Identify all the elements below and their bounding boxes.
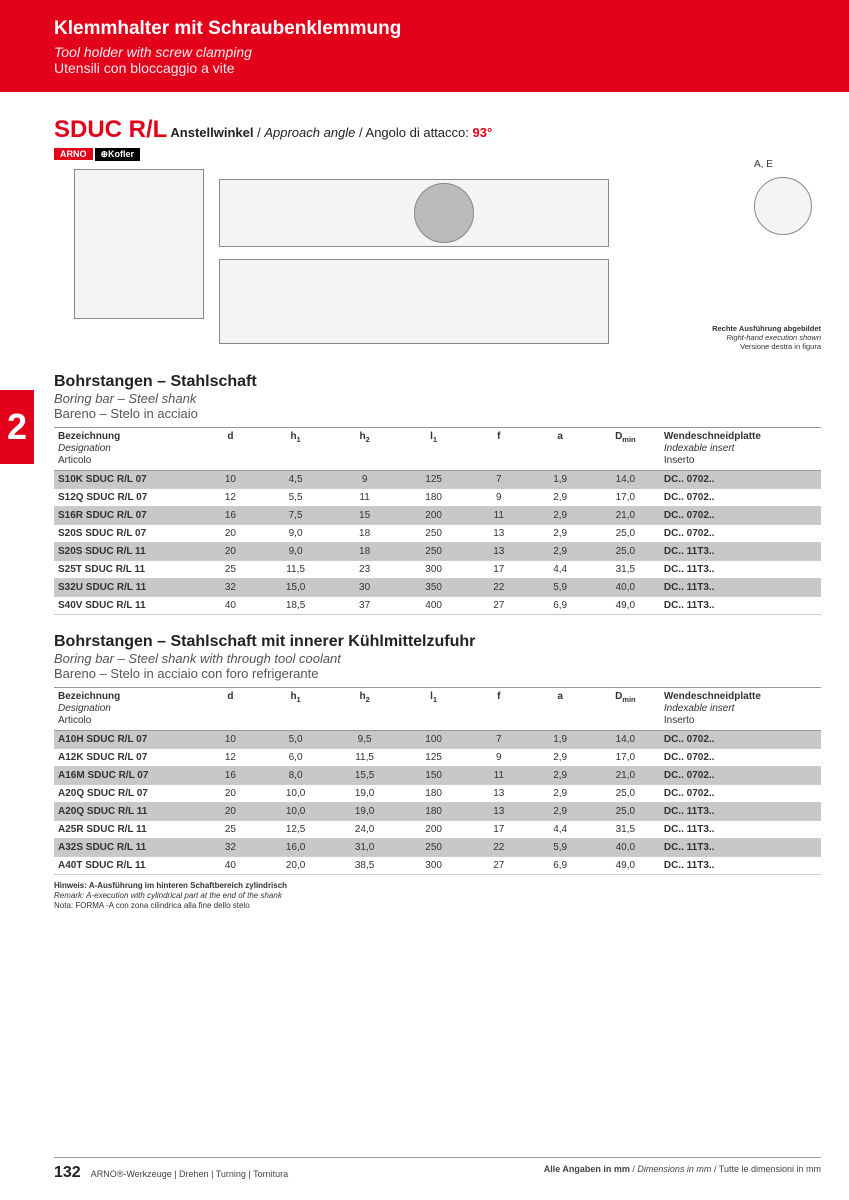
table-row: S20S SDUC R/L 11209,018250132,925,0DC.. … [54,543,821,561]
right-hand-note: Rechte Ausführung abgebildet Right-hand … [712,324,821,351]
page-number: 132 [54,1164,81,1181]
chapter-tab: 2 [0,390,34,464]
arno-badge: ARNO [54,148,93,160]
table-row: S20S SDUC R/L 07209,018250132,925,0DC.. … [54,525,821,543]
table-row: A10H SDUC R/L 07105,09,510071,914,0DC.. … [54,731,821,749]
table-row: S12Q SDUC R/L 07125,51118092,917,0DC.. 0… [54,489,821,507]
section2-sub-en: Boring bar – Steel shank with through to… [54,651,821,666]
table-row: S16R SDUC R/L 07167,515200112,921,0DC.. … [54,507,821,525]
ae-label: A, E [754,159,773,170]
header-title-it: Utensili con bloccaggio a vite [54,60,849,76]
remark-note: Hinweis: A-Ausführung im hinteren Schaft… [54,881,821,911]
product-heading: SDUC R/L Anstellwinkel / Approach angle … [54,116,821,144]
kofler-badge: ⊕Kofler [95,148,141,161]
section1-sub-it: Bareno – Stelo in acciaio [54,406,821,421]
section1-title: Bohrstangen – Stahlschaft [54,373,821,391]
page-content: SDUC R/L Anstellwinkel / Approach angle … [0,92,849,911]
table-row: A25R SDUC R/L 112512,524,0200174,431,5DC… [54,821,821,839]
table-row: A20Q SDUC R/L 112010,019,0180132,925,0DC… [54,803,821,821]
diagram-cross-section [414,183,474,243]
page-header: Klemmhalter mit Schraubenklemmung Tool h… [0,0,849,92]
approach-angle-line: Anstellwinkel / Approach angle / Angolo … [170,125,492,140]
diagram-end-view [754,177,812,235]
table-row: S40V SDUC R/L 114018,537400276,949,0DC..… [54,597,821,615]
diagram-detail-view [74,169,204,319]
section1-sub-en: Boring bar – Steel shank [54,391,821,406]
table-row: A20Q SDUC R/L 072010,019,0180132,925,0DC… [54,785,821,803]
table-row: S10K SDUC R/L 07104,5912571,914,0DC.. 07… [54,471,821,489]
table-row: S32U SDUC R/L 113215,030350225,940,0DC..… [54,579,821,597]
table-steel-shank-coolant: BezeichnungDesignationArticolodh1h2l1faD… [54,687,821,875]
table-row: S25T SDUC R/L 112511,523300174,431,5DC..… [54,561,821,579]
table-row: A16M SDUC R/L 07168,015,5150112,921,0DC.… [54,767,821,785]
footer-left: 132 ARNO®-Werkzeuge | Drehen | Turning |… [54,1164,288,1182]
table-row: A12K SDUC R/L 07126,011,512592,917,0DC..… [54,749,821,767]
product-code: SDUC R/L [54,116,167,143]
diagram-side-view-2 [219,259,609,344]
header-title-de: Klemmhalter mit Schraubenklemmung [54,18,849,40]
table-steel-shank: BezeichnungDesignationArticolodh1h2l1faD… [54,427,821,615]
section2-title: Bohrstangen – Stahlschaft mit innerer Kü… [54,633,821,651]
brand-badges: ARNO⊕Kofler [54,148,821,161]
table-row: A40T SDUC R/L 114020,038,5300276,949,0DC… [54,857,821,875]
table-row: A32S SDUC R/L 113216,031,0250225,940,0DC… [54,839,821,857]
footer-right: Alle Angaben in mm / Dimensions in mm / … [544,1164,821,1182]
technical-diagram: A, E Rechte Ausführung abgebildet Right-… [54,169,821,369]
header-title-en: Tool holder with screw clamping [54,44,849,60]
section2-sub-it: Bareno – Stelo in acciaio con foro refri… [54,666,821,681]
page-footer: 132 ARNO®-Werkzeuge | Drehen | Turning |… [0,1157,849,1182]
